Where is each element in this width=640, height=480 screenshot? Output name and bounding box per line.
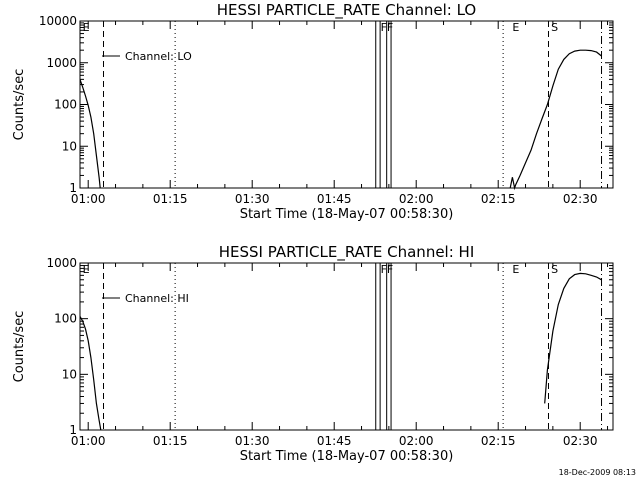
y-tick-label: 100 bbox=[54, 312, 77, 326]
x-tick-label: 02:30 bbox=[563, 192, 598, 206]
x-tick-label: 01:30 bbox=[235, 434, 270, 448]
plot-frame bbox=[79, 262, 614, 431]
event-marker-label: E bbox=[512, 21, 519, 34]
series-line bbox=[544, 272, 602, 404]
chart-title: HESSI PARTICLE_RATE Channel: LO bbox=[217, 1, 476, 20]
event-marker-label: S bbox=[551, 21, 558, 34]
legend-label: Channel: HI bbox=[125, 292, 189, 305]
x-tick-label: 01:45 bbox=[317, 434, 352, 448]
x-tick-label: 02:00 bbox=[399, 192, 434, 206]
y-tick-label: 1000 bbox=[46, 256, 77, 270]
y-tick-label: 1 bbox=[69, 423, 77, 437]
y-axis-label: Counts/sec bbox=[12, 311, 27, 383]
chart-hi-channel: HESSI PARTICLE_RATE Channel: HI Counts/se… bbox=[12, 243, 614, 464]
x-tick-label: 01:00 bbox=[71, 434, 106, 448]
x-tick-label: 02:00 bbox=[399, 434, 434, 448]
x-tick-label: 02:30 bbox=[563, 434, 598, 448]
y-tick-label: 10 bbox=[62, 367, 77, 381]
series-line bbox=[79, 79, 101, 189]
legend-label: Channel: LO bbox=[125, 50, 192, 63]
chart-lo-channel: HESSI PARTICLE_RATE Channel: LO Counts/se… bbox=[12, 1, 614, 222]
y-tick-label: 1000 bbox=[46, 56, 77, 70]
y-axis-label: Counts/sec bbox=[12, 69, 27, 141]
x-tick-label: 01:45 bbox=[317, 192, 352, 206]
x-axis-label: Start Time (18-May-07 00:58:30) bbox=[240, 449, 454, 464]
x-tick-label: 01:30 bbox=[235, 192, 270, 206]
x-tick-label: 01:00 bbox=[71, 192, 106, 206]
x-tick-label: 01:15 bbox=[153, 434, 188, 448]
event-marker-label: FF bbox=[381, 263, 394, 276]
y-tick-label: 100 bbox=[54, 98, 77, 112]
event-marker-label: E bbox=[512, 263, 519, 276]
chart-title: HESSI PARTICLE_RATE Channel: HI bbox=[219, 243, 475, 262]
event-marker-label: S bbox=[551, 263, 558, 276]
event-marker-label: E bbox=[83, 263, 90, 276]
x-tick-label: 02:15 bbox=[481, 192, 516, 206]
x-tick-label: 01:15 bbox=[153, 192, 188, 206]
x-axis-label: Start Time (18-May-07 00:58:30) bbox=[240, 207, 454, 222]
y-tick-label: 10 bbox=[62, 139, 77, 153]
plot-frame bbox=[79, 20, 614, 189]
y-tick-label: 10000 bbox=[39, 14, 77, 28]
generation-timestamp: 18-Dec-2009 08:13 bbox=[559, 468, 636, 477]
x-tick-label: 02:15 bbox=[481, 434, 516, 448]
series-line bbox=[79, 316, 102, 431]
y-tick-label: 1 bbox=[69, 181, 77, 195]
series-line bbox=[509, 49, 602, 191]
event-marker-label: FF bbox=[381, 21, 394, 34]
event-marker-label: E bbox=[83, 21, 90, 34]
